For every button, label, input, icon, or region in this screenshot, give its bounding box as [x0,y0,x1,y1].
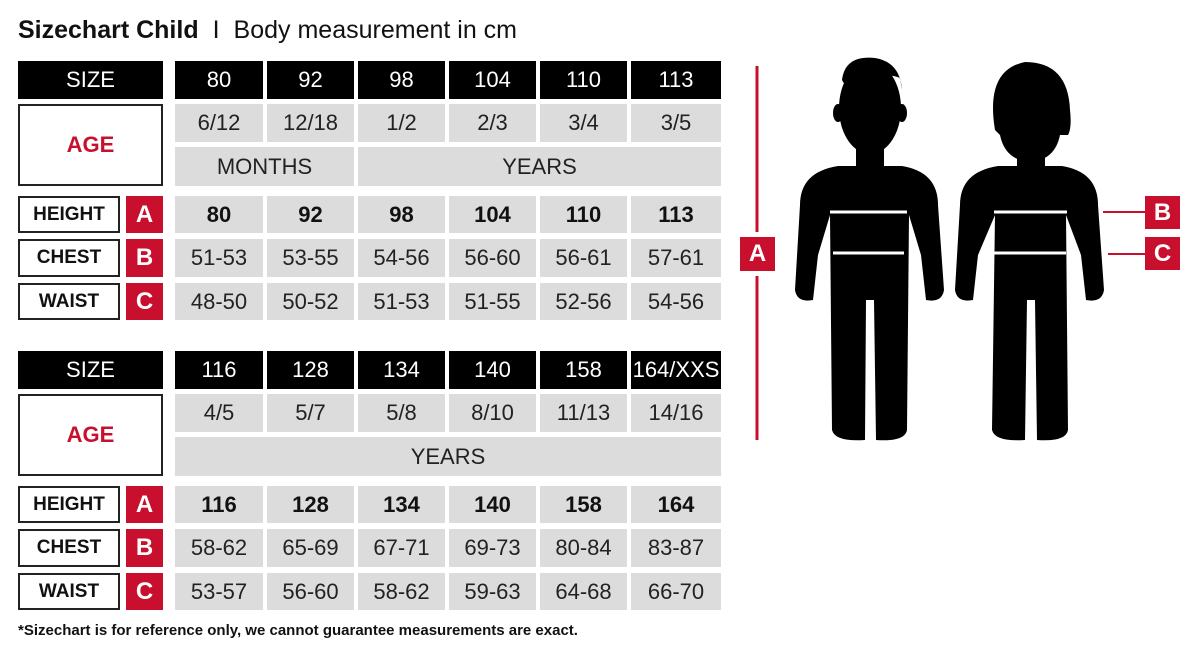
waist-cell: 50-52 [267,283,354,320]
waist-cell: 64-68 [540,573,627,610]
age-label: AGE [18,104,163,186]
waist-cell: 51-55 [449,283,536,320]
age-label: AGE [18,394,163,476]
waist-cell: 56-60 [267,573,354,610]
height-cell: 92 [267,196,354,233]
letter-a: A [126,486,163,523]
letter-b: B [126,529,163,567]
size-label: SIZE [18,351,163,389]
boy-silhouette [795,57,944,441]
size-cell: 104 [449,61,536,99]
age-cell: 14/16 [631,394,721,432]
height-cell: 164 [631,486,721,523]
size-cell: 140 [449,351,536,389]
footnote: *Sizechart is for reference only, we can… [18,622,578,639]
chest-cell: 69-73 [449,529,536,567]
age-cell: 6/12 [175,104,263,142]
waist-label: WAIST [18,573,120,610]
waist-cell: 66-70 [631,573,721,610]
size-cell: 98 [358,61,445,99]
size-cell: 164/XXS [631,351,721,389]
chest-cell: 83-87 [631,529,721,567]
letter-c: C [126,283,163,320]
height-cell: 113 [631,196,721,233]
age-cell: 3/4 [540,104,627,142]
letter-c: C [126,573,163,610]
size-label: SIZE [18,61,163,99]
height-label: HEIGHT [18,486,120,523]
chest-cell: 54-56 [358,239,445,277]
age-cell: 1/2 [358,104,445,142]
height-cell: 158 [540,486,627,523]
waist-cell: 59-63 [449,573,536,610]
size-cell: 116 [175,351,263,389]
height-cell: 134 [358,486,445,523]
illustration-label-c: C [1145,237,1180,270]
height-label: HEIGHT [18,196,120,233]
waist-cell: 58-62 [358,573,445,610]
chest-cell: 80-84 [540,529,627,567]
size-cell: 80 [175,61,263,99]
age-unit-cell: YEARS [175,437,721,476]
waist-cell: 51-53 [358,283,445,320]
chest-cell: 58-62 [175,529,263,567]
size-cell: 113 [631,61,721,99]
height-cell: 110 [540,196,627,233]
height-cell: 116 [175,486,263,523]
chest-cell: 56-61 [540,239,627,277]
height-cell: 104 [449,196,536,233]
chest-cell: 67-71 [358,529,445,567]
title-main: Sizechart Child [18,16,199,44]
letter-b: B [126,239,163,277]
age-unit-cell: YEARS [358,147,721,186]
age-cell: 12/18 [267,104,354,142]
waist-label: WAIST [18,283,120,320]
waist-cell: 53-57 [175,573,263,610]
age-unit-cell: MONTHS [175,147,354,186]
age-cell: 5/8 [358,394,445,432]
height-cell: 98 [358,196,445,233]
size-cell: 158 [540,351,627,389]
title-separator: I [212,16,220,44]
illustration-label-a: A [740,237,775,271]
size-cell: 134 [358,351,445,389]
chest-cell: 56-60 [449,239,536,277]
height-cell: 128 [267,486,354,523]
size-cell: 92 [267,61,354,99]
letter-a: A [126,196,163,233]
age-cell: 11/13 [540,394,627,432]
size-cell: 128 [267,351,354,389]
age-cell: 4/5 [175,394,263,432]
chest-label: CHEST [18,529,120,567]
age-cell: 8/10 [449,394,536,432]
girl-silhouette [955,62,1104,441]
chest-cell: 65-69 [267,529,354,567]
waist-cell: 52-56 [540,283,627,320]
age-cell: 5/7 [267,394,354,432]
height-cell: 80 [175,196,263,233]
illustration-label-b: B [1145,196,1180,229]
chest-cell: 53-55 [267,239,354,277]
waist-cell: 54-56 [631,283,721,320]
size-cell: 110 [540,61,627,99]
chest-cell: 57-61 [631,239,721,277]
title-sub: Body measurement in cm [233,16,517,44]
height-cell: 140 [449,486,536,523]
age-cell: 3/5 [631,104,721,142]
chest-cell: 51-53 [175,239,263,277]
page-title: Sizechart Child I Body measurement in cm [18,16,517,45]
chest-label: CHEST [18,239,120,277]
age-cell: 2/3 [449,104,536,142]
waist-cell: 48-50 [175,283,263,320]
